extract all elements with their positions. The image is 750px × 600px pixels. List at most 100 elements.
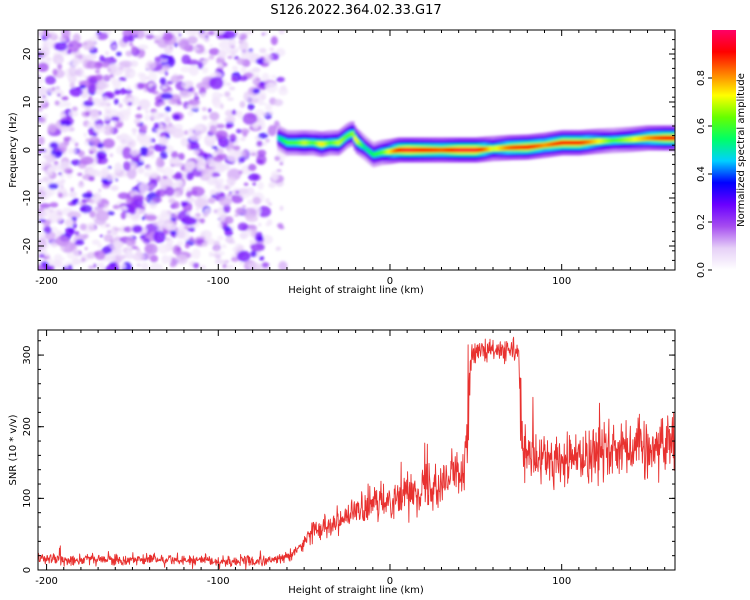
noise-speck <box>60 124 69 133</box>
noise-speck <box>176 101 183 106</box>
noise-speck <box>103 124 114 136</box>
noise-speck <box>222 30 237 40</box>
noise-speck <box>175 247 182 252</box>
noise-speck <box>149 111 163 121</box>
noise-speck <box>86 122 97 128</box>
noise-speck <box>132 225 143 234</box>
ridge-cell <box>584 140 588 145</box>
noise-speck <box>241 205 247 208</box>
ridge-cell <box>670 135 674 141</box>
noise-speck <box>144 240 148 245</box>
noise-speck <box>247 103 255 111</box>
noise-speck <box>193 92 199 97</box>
noise-speck <box>192 149 200 155</box>
noise-speck <box>41 148 46 153</box>
noise-speck <box>136 248 141 251</box>
ridge-cell <box>429 147 433 153</box>
ridge-cell <box>436 147 440 153</box>
colorbar-tick-label: 0.6 <box>696 118 707 134</box>
noise-speck <box>197 61 204 70</box>
noise-speck <box>50 164 61 172</box>
noise-speck <box>75 67 85 78</box>
ridge-cell <box>433 147 437 153</box>
ridge-cell <box>514 145 518 150</box>
x-tick-label: 100 <box>552 276 571 287</box>
noise-speck <box>240 50 255 59</box>
ridge-cell <box>569 140 573 145</box>
noise-speck <box>119 134 133 145</box>
noise-speck <box>161 112 169 119</box>
noise-speck <box>280 85 287 92</box>
noise-speck <box>153 35 162 40</box>
noise-speck <box>38 179 43 185</box>
ridge-cell <box>666 135 670 141</box>
noise-speck <box>180 201 189 206</box>
noise-speck <box>240 33 248 40</box>
noise-speck <box>109 153 114 158</box>
ridge-cell <box>304 140 308 145</box>
spectrogram-x-axis-label: Height of straight line (km) <box>288 285 424 296</box>
ridge-cell <box>380 150 384 155</box>
noise-speck <box>110 185 119 191</box>
noise-speck <box>195 212 201 218</box>
noise-speck <box>204 236 211 242</box>
noise-speck <box>89 150 94 155</box>
ridge-cell <box>613 138 617 143</box>
noise-speck <box>165 105 171 113</box>
noise-speck <box>81 257 86 263</box>
noise-speck <box>57 63 63 70</box>
noise-speck <box>250 243 265 252</box>
noise-speck <box>209 125 217 134</box>
ridge-cell <box>625 137 629 142</box>
x-tick-label: 100 <box>552 576 571 587</box>
noise-speck <box>246 199 255 205</box>
noise-speck <box>245 228 252 237</box>
noise-speck <box>252 196 261 205</box>
ridge-cell <box>526 144 530 150</box>
noise-speck <box>115 178 118 182</box>
snr-series-line <box>38 336 675 570</box>
noise-speck <box>42 95 46 98</box>
noise-speck <box>164 39 169 44</box>
ridge-cell <box>580 140 584 145</box>
ridge-cell <box>401 147 404 153</box>
noise-speck <box>148 70 157 84</box>
noise-speck <box>257 236 263 242</box>
ridge-cell <box>524 145 528 150</box>
noise-speck <box>162 31 174 41</box>
noise-speck <box>238 115 244 119</box>
noise-speck <box>132 131 137 136</box>
ridge-cell <box>339 139 343 144</box>
noise-speck <box>247 262 261 270</box>
noise-speck <box>103 178 109 184</box>
noise-speck <box>201 66 209 74</box>
noise-speck <box>267 55 273 60</box>
noise-speck <box>87 168 97 176</box>
noise-speck <box>149 263 163 270</box>
colorbar-tick-label: 0.4 <box>696 166 707 182</box>
ridge-cell <box>464 147 468 153</box>
spectrogram-y-axis-label: Frequency (Hz) <box>8 112 19 188</box>
noise-speck <box>143 30 155 35</box>
ridge-cell <box>520 145 524 150</box>
noise-speck <box>95 61 103 67</box>
noise-speck <box>70 187 75 192</box>
noise-speck <box>180 66 191 73</box>
ridge-cell <box>328 140 332 145</box>
noise-speck <box>38 248 47 254</box>
noise-speck <box>117 192 130 200</box>
noise-speck <box>159 53 170 60</box>
ridge-cell <box>427 147 431 153</box>
noise-speck <box>68 264 73 268</box>
noise-speck <box>96 81 110 90</box>
noise-speck <box>208 251 214 257</box>
noise-speck <box>40 104 47 108</box>
noise-speck <box>156 219 166 230</box>
ridge-cell <box>454 147 458 153</box>
ridge-cell <box>446 147 450 153</box>
noise-speck <box>172 114 181 120</box>
noise-speck <box>242 148 249 159</box>
ridge-cell <box>473 147 477 153</box>
noise-speck <box>224 91 231 98</box>
ridge-cell <box>596 139 600 144</box>
